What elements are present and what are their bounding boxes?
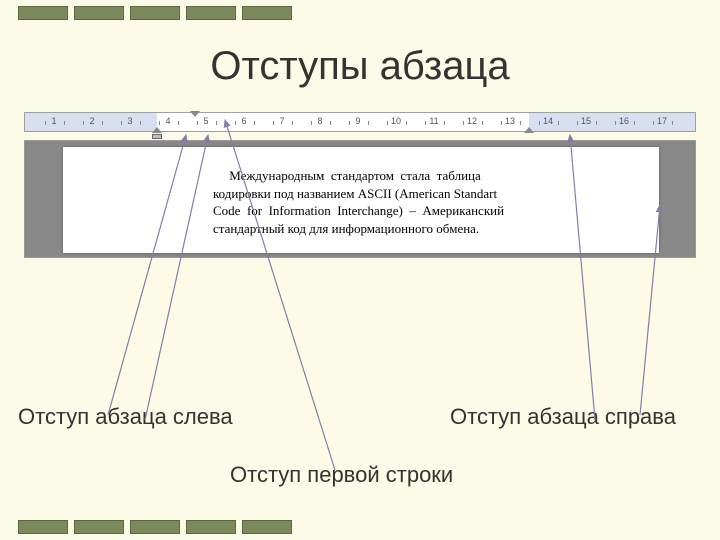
top-decor <box>18 6 292 20</box>
indent-marker-box[interactable] <box>152 134 162 139</box>
label-left-indent: Отступ абзаца слева <box>18 404 233 430</box>
text-line: Code for Information Interchange) – Амер… <box>213 202 509 220</box>
ruler-number: 9 <box>355 116 360 126</box>
page: Международным стандартом стала таблицако… <box>63 147 659 253</box>
ruler-number: 16 <box>619 116 629 126</box>
text-line: кодировки под названием ASCII (American … <box>213 185 509 203</box>
ruler-number: 15 <box>581 116 591 126</box>
ruler-number: 17 <box>657 116 667 126</box>
decor-block <box>74 520 124 534</box>
label-first-line: Отступ первой строки <box>230 462 453 488</box>
page-title: Отступы абзаца <box>0 44 720 89</box>
ruler-number: 3 <box>127 116 132 126</box>
ruler-number: 8 <box>317 116 322 126</box>
decor-block <box>130 520 180 534</box>
indent-marker[interactable] <box>190 111 200 117</box>
text-line: Международным стандартом стала таблица <box>213 167 509 185</box>
paragraph-text: Международным стандартом стала таблицако… <box>213 167 509 237</box>
ruler-number: 13 <box>505 116 515 126</box>
indent-marker[interactable] <box>152 127 162 133</box>
ruler-number: 6 <box>241 116 246 126</box>
decor-block <box>18 520 68 534</box>
ruler-number: 14 <box>543 116 553 126</box>
indent-marker[interactable] <box>524 127 534 133</box>
document-background: Международным стандартом стала таблицако… <box>24 140 696 258</box>
ruler-number: 1 <box>51 116 56 126</box>
ruler-number: 10 <box>391 116 401 126</box>
ruler: 1234567891011121314151617 <box>24 112 696 132</box>
ruler-number: 4 <box>165 116 170 126</box>
ruler-number: 5 <box>203 116 208 126</box>
decor-block <box>186 6 236 20</box>
decor-block <box>242 520 292 534</box>
ruler-number: 12 <box>467 116 477 126</box>
ruler-number: 2 <box>89 116 94 126</box>
ruler-number: 11 <box>429 116 438 126</box>
decor-block <box>242 6 292 20</box>
text-line: стандартный код для информационного обме… <box>213 220 509 238</box>
decor-block <box>186 520 236 534</box>
decor-block <box>130 6 180 20</box>
decor-block <box>74 6 124 20</box>
ruler-number: 7 <box>279 116 284 126</box>
bottom-decor <box>18 520 292 534</box>
decor-block <box>18 6 68 20</box>
label-right-indent: Отступ абзаца справа <box>450 404 676 430</box>
